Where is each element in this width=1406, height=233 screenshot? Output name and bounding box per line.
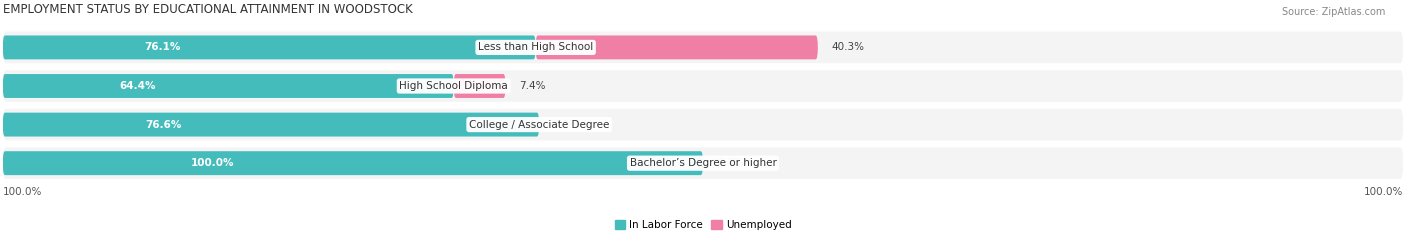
FancyBboxPatch shape (3, 32, 1403, 63)
Text: 40.3%: 40.3% (832, 42, 865, 52)
Text: 76.1%: 76.1% (145, 42, 181, 52)
FancyBboxPatch shape (454, 74, 506, 98)
Text: Less than High School: Less than High School (478, 42, 593, 52)
Text: Bachelor’s Degree or higher: Bachelor’s Degree or higher (630, 158, 776, 168)
FancyBboxPatch shape (3, 151, 703, 175)
FancyBboxPatch shape (3, 70, 1403, 102)
FancyBboxPatch shape (3, 35, 536, 59)
FancyBboxPatch shape (3, 74, 454, 98)
FancyBboxPatch shape (536, 35, 818, 59)
Text: EMPLOYMENT STATUS BY EDUCATIONAL ATTAINMENT IN WOODSTOCK: EMPLOYMENT STATUS BY EDUCATIONAL ATTAINM… (3, 3, 412, 16)
Text: 100.0%: 100.0% (191, 158, 235, 168)
Text: High School Diploma: High School Diploma (399, 81, 508, 91)
Text: 76.6%: 76.6% (145, 120, 181, 130)
Text: 7.4%: 7.4% (520, 81, 546, 91)
FancyBboxPatch shape (3, 147, 1403, 179)
Text: Source: ZipAtlas.com: Source: ZipAtlas.com (1281, 7, 1385, 17)
Text: 0.0%: 0.0% (553, 120, 579, 130)
Text: 64.4%: 64.4% (120, 81, 156, 91)
Legend: In Labor Force, Unemployed: In Labor Force, Unemployed (614, 220, 792, 230)
FancyBboxPatch shape (3, 113, 538, 137)
Text: 0.0%: 0.0% (717, 158, 744, 168)
Text: 100.0%: 100.0% (3, 187, 42, 197)
Text: 100.0%: 100.0% (1364, 187, 1403, 197)
FancyBboxPatch shape (3, 109, 1403, 140)
Text: College / Associate Degree: College / Associate Degree (470, 120, 609, 130)
